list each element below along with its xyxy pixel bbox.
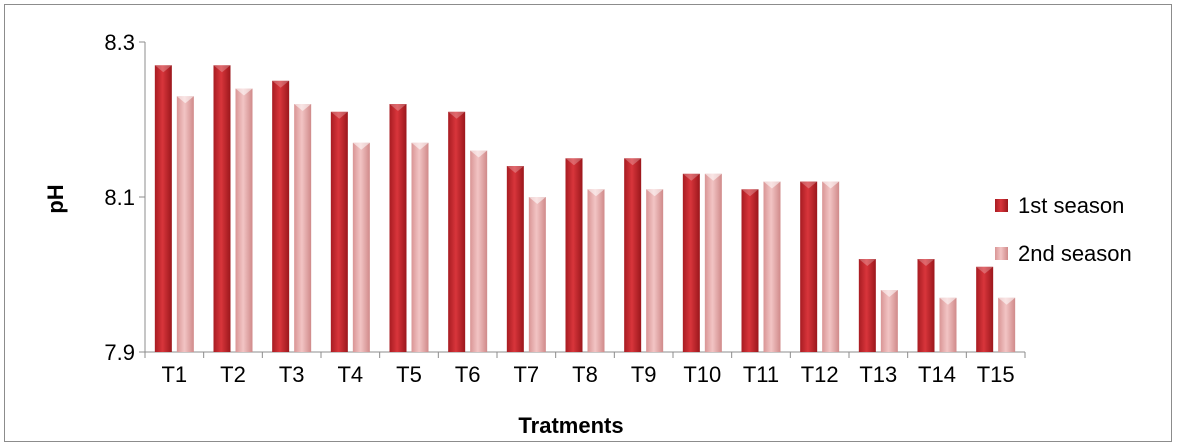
bar-season2-T9 <box>646 189 664 352</box>
bar-cap <box>235 88 253 96</box>
x-tick-label-T8: T8 <box>572 362 598 387</box>
x-axis-title: Tratments <box>518 413 623 438</box>
bar-cap <box>741 189 759 197</box>
bar-season2-T6 <box>470 150 488 352</box>
bar-cap <box>154 65 172 73</box>
bar-season2-T5 <box>411 142 429 352</box>
bar-cap <box>939 297 957 305</box>
x-tick-label-T5: T5 <box>396 362 422 387</box>
x-tick-label-T12: T12 <box>801 362 839 387</box>
bar-season1-T1 <box>154 65 172 352</box>
bar-cap <box>822 181 840 189</box>
bar-season1-T10 <box>682 173 700 352</box>
bar-cap <box>624 158 642 166</box>
bar-cap <box>176 96 194 104</box>
bar-season2-T11 <box>763 181 781 352</box>
bar-season1-T3 <box>272 80 290 352</box>
bar-cap <box>506 166 524 173</box>
y-tick-label: 8.3 <box>104 30 135 55</box>
bar-season2-T12 <box>822 181 840 352</box>
x-tick-label-T9: T9 <box>631 362 657 387</box>
bar-cap <box>565 158 583 166</box>
x-tick-label-T13: T13 <box>859 362 897 387</box>
legend-swatch-1st-season <box>995 199 1008 212</box>
bar-cap <box>704 173 722 181</box>
bar-cap <box>682 173 700 181</box>
bar-season1-T5 <box>389 104 407 352</box>
x-tick-label-T2: T2 <box>220 362 246 387</box>
bar-cap <box>763 181 781 189</box>
bar-season1-T9 <box>624 158 642 352</box>
bar-season1-T15 <box>976 266 994 352</box>
bar-cap <box>917 259 935 266</box>
x-tick-label-T11: T11 <box>743 362 779 387</box>
legend-swatch-2nd-season <box>995 247 1008 260</box>
bar-season2-T4 <box>352 142 370 352</box>
bar-season1-T14 <box>917 259 935 352</box>
bar-cap <box>294 104 312 111</box>
bar-season2-T7 <box>528 197 546 352</box>
bar-season2-T10 <box>704 173 722 352</box>
x-tick-label-T6: T6 <box>455 362 481 387</box>
bar-cap <box>389 104 407 111</box>
bar-season1-T6 <box>448 111 466 352</box>
bar-cap <box>646 189 664 197</box>
plot-area: 7.9 8.1 8.3 T1 T2 T3 T4 T5 T6 T7 T8 T9 T10 T11 T12 T13 T… <box>104 30 1026 387</box>
bar-season1-T11 <box>741 189 759 352</box>
bar-season2-T1 <box>176 96 194 352</box>
bar-season2-T2 <box>235 88 253 352</box>
bar-cap <box>998 297 1016 305</box>
bar-cap <box>272 80 290 88</box>
chart-frame: 7.9 8.1 8.3 T1 T2 T3 T4 T5 T6 T7 T8 T9 T10 T11 T12 T13 T… <box>4 4 1172 442</box>
x-tick-label-T10: T10 <box>683 362 721 387</box>
bar-season2-T3 <box>294 104 312 352</box>
x-tick-label-T1: T1 <box>161 362 187 387</box>
x-tick-label-T4: T4 <box>337 362 363 387</box>
bar-cap <box>330 111 348 119</box>
bar-season1-T7 <box>506 166 524 352</box>
x-tick-label-T15: T15 <box>977 362 1015 387</box>
bar-season2-T13 <box>880 290 898 352</box>
legend: 1st season 2nd season <box>995 193 1132 266</box>
bar-cap <box>213 65 231 73</box>
x-tick-label-T14: T14 <box>918 362 956 387</box>
bar-cap <box>448 111 466 119</box>
bar-cap <box>800 181 818 189</box>
x-tick-label-T3: T3 <box>279 362 305 387</box>
bar-season2-T14 <box>939 297 957 352</box>
y-axis-title: pH <box>43 184 68 213</box>
bar-season1-T4 <box>330 111 348 352</box>
ph-bar-chart: 7.9 8.1 8.3 T1 T2 T3 T4 T5 T6 T7 T8 T9 T10 T11 T12 T13 T… <box>43 30 1132 438</box>
bar-cap <box>352 142 370 150</box>
bar-cap <box>976 266 994 274</box>
bar-season1-T13 <box>858 259 876 352</box>
bar-season2-T8 <box>587 189 605 352</box>
bar-cap <box>528 197 546 204</box>
bar-season1-T12 <box>800 181 818 352</box>
legend-item-1st-season: 1st season <box>995 193 1124 218</box>
bar-cap <box>411 142 429 150</box>
bar-cap <box>470 150 488 158</box>
legend-label-1st-season: 1st season <box>1018 193 1124 218</box>
bar-season2-T15 <box>998 297 1016 352</box>
x-tick-label-T7: T7 <box>513 362 539 387</box>
bar-season1-T2 <box>213 65 231 352</box>
bar-season1-T8 <box>565 158 583 352</box>
bar-cap <box>587 189 605 197</box>
y-tick-label: 7.9 <box>104 340 135 365</box>
legend-label-2nd-season: 2nd season <box>1018 241 1132 266</box>
bar-cap <box>880 290 898 297</box>
y-tick-label: 8.1 <box>104 185 135 210</box>
bar-cap <box>858 259 876 266</box>
legend-item-2nd-season: 2nd season <box>995 241 1132 266</box>
